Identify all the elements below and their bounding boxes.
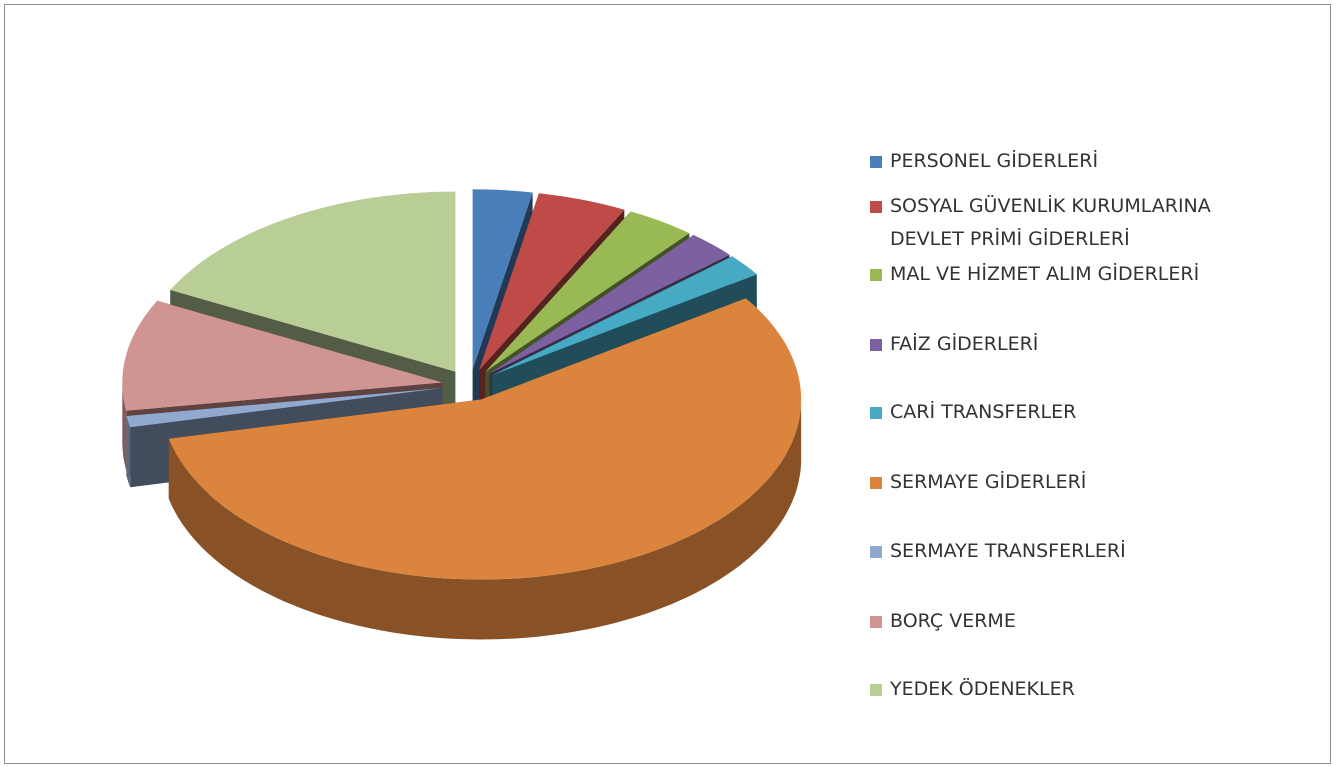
legend-item: FAİZ GİDERLERİ (870, 328, 1290, 361)
legend-label: MAL VE HİZMET ALIM GİDERLERİ (890, 263, 1200, 285)
slice-top (485, 211, 690, 372)
slice (168, 298, 802, 640)
chart-frame (4, 4, 1331, 764)
legend-label: BORÇ VERME (890, 610, 1016, 632)
slice-top (122, 300, 443, 411)
slice-top (170, 191, 456, 372)
legend-label: FAİZ GİDERLERİ (890, 333, 1039, 355)
legend-label: PERSONEL GİDERLERİ (890, 150, 1099, 172)
legend-swatch (870, 546, 882, 558)
legend-swatch (870, 684, 882, 696)
slice-top (492, 256, 757, 376)
slice-top (479, 193, 625, 371)
legend-swatch (870, 616, 882, 628)
legend-swatch (870, 201, 882, 213)
legend-item: PERSONEL GİDERLERİ (870, 145, 1290, 178)
slice-side (168, 399, 802, 640)
legend-item: BORÇ VERME (870, 605, 1290, 638)
slice-top (472, 189, 533, 370)
legend-swatch (870, 477, 882, 489)
legend-item: CARİ TRANSFERLER (870, 396, 1290, 429)
slice-top (168, 298, 802, 580)
slice-top (489, 235, 730, 374)
slice-top (126, 388, 443, 428)
slice-side (126, 416, 131, 488)
legend-item: SERMAYE GİDERLERİ (870, 466, 1290, 499)
legend-item: MAL VE HİZMET ALIM GİDERLERİ (870, 258, 1290, 291)
legend-label: SERMAYE TRANSFERLERİ (890, 540, 1126, 562)
legend-swatch (870, 339, 882, 351)
slice-side (122, 382, 127, 471)
legend-item: SOSYAL GÜVENLİK KURUMLARINA DEVLET PRİMİ… (870, 190, 1290, 256)
legend-item: SERMAYE TRANSFERLERİ (870, 535, 1290, 568)
legend-item: YEDEK ÖDENEKLER (870, 673, 1290, 706)
legend-swatch (870, 407, 882, 419)
legend-swatch (870, 269, 882, 281)
legend-swatch (870, 156, 882, 168)
legend-label: SERMAYE GİDERLERİ (890, 471, 1087, 493)
legend-label: YEDEK ÖDENEKLER (890, 678, 1075, 700)
legend-label: CARİ TRANSFERLER (890, 401, 1077, 423)
legend-label: SOSYAL GÜVENLİK KURUMLARINA DEVLET PRİMİ… (890, 195, 1211, 250)
